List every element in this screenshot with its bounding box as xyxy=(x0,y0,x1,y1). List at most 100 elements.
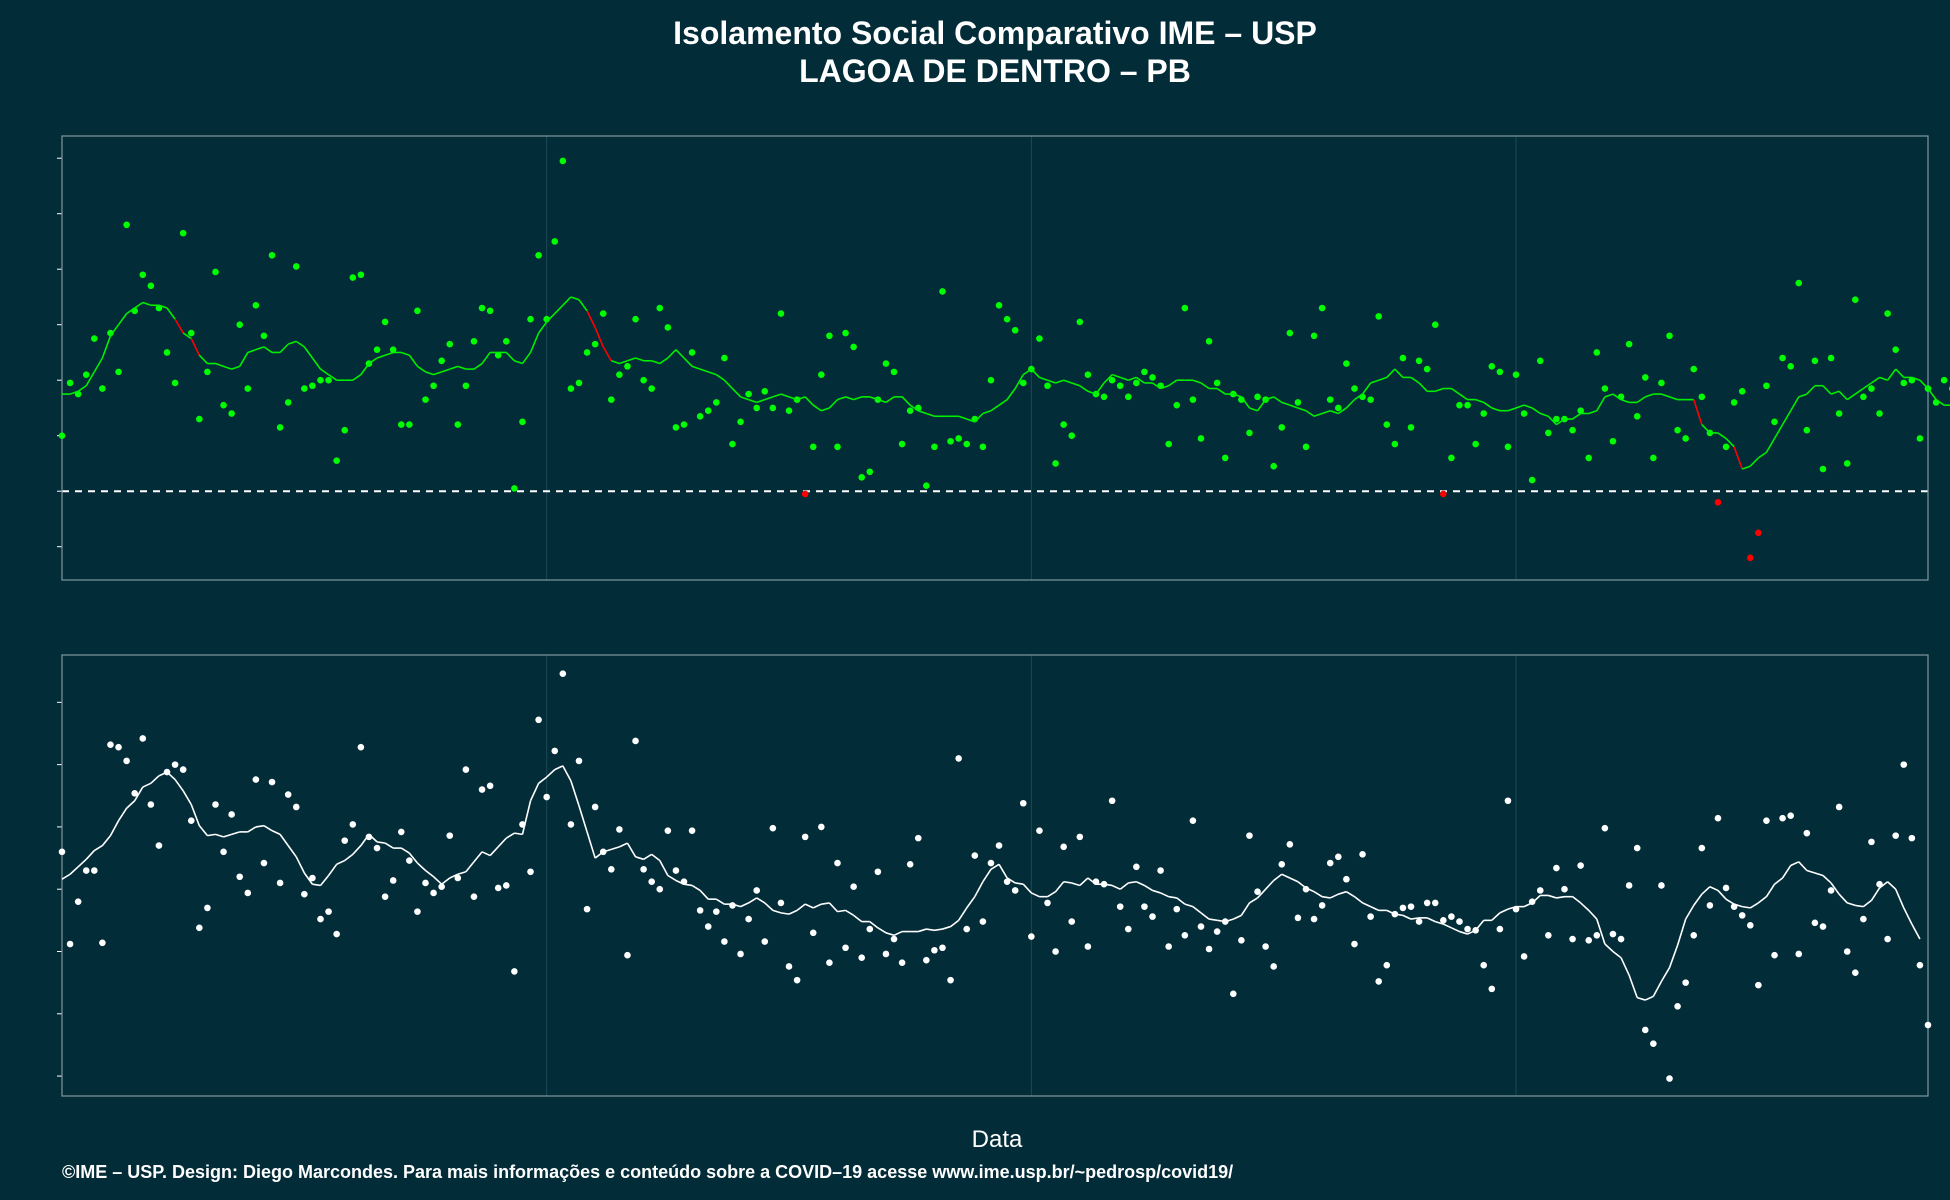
data-point xyxy=(1658,379,1665,387)
data-point xyxy=(850,343,857,351)
moving-average-segment xyxy=(473,851,483,863)
moving-average-segment xyxy=(1297,881,1307,889)
data-point xyxy=(834,859,841,867)
data-point xyxy=(397,421,405,428)
moving-average-segment xyxy=(1822,874,1832,884)
moving-average-segment xyxy=(401,351,410,356)
moving-average-segment xyxy=(1645,393,1654,398)
moving-average-segment xyxy=(449,365,459,370)
data-point xyxy=(228,410,235,417)
data-point xyxy=(1440,917,1447,924)
data-point xyxy=(842,329,849,337)
moving-average-segment xyxy=(1054,881,1065,893)
data-point xyxy=(923,956,930,964)
data-point xyxy=(1827,887,1835,894)
data-point xyxy=(1803,426,1811,434)
data-point xyxy=(244,385,252,392)
data-point xyxy=(1601,824,1609,832)
data-point xyxy=(1641,1026,1649,1034)
moving-average-segment xyxy=(1006,388,1016,401)
moving-average-segment xyxy=(239,352,249,367)
moving-average-segment xyxy=(780,912,790,915)
moving-average-segment xyxy=(1903,907,1913,925)
moving-average-segment xyxy=(1725,898,1735,905)
data-point xyxy=(1036,335,1043,342)
data-point xyxy=(890,935,898,943)
moving-average-segment xyxy=(1547,415,1557,426)
data-point xyxy=(1690,931,1698,939)
data-point xyxy=(187,329,195,337)
data-point xyxy=(236,873,244,881)
data-point xyxy=(753,404,761,412)
data-point xyxy=(349,821,357,828)
moving-average-segment xyxy=(142,301,152,307)
data-point xyxy=(1504,443,1512,451)
data-point xyxy=(1827,354,1835,362)
moving-average-segment xyxy=(198,825,209,837)
data-point xyxy=(1641,374,1649,381)
data-point xyxy=(1060,843,1067,851)
data-point xyxy=(511,968,518,975)
data-point xyxy=(470,893,478,900)
data-point xyxy=(1569,935,1576,943)
moving-average-segment xyxy=(77,858,87,868)
data-point xyxy=(397,828,405,836)
data-point xyxy=(1617,935,1625,943)
data-point xyxy=(1771,951,1778,959)
moving-average-segment xyxy=(1887,881,1897,890)
data-point xyxy=(882,360,890,367)
moving-average-segment xyxy=(845,396,854,401)
data-point xyxy=(1746,922,1754,929)
data-point xyxy=(826,332,833,340)
moving-average-segment xyxy=(740,396,749,401)
moving-average-segment xyxy=(1781,865,1792,879)
moving-average-segment xyxy=(1765,883,1776,898)
moving-average-segment xyxy=(174,779,184,792)
moving-average-segment xyxy=(101,835,112,847)
data-point xyxy=(1851,969,1859,976)
data-point xyxy=(252,776,260,783)
data-point xyxy=(147,801,155,808)
data-point xyxy=(801,490,809,498)
moving-average-segment xyxy=(796,903,806,912)
moving-average-segment xyxy=(1596,918,1606,945)
moving-average-segment xyxy=(707,371,717,376)
data-point xyxy=(292,263,300,270)
data-point xyxy=(1650,1040,1657,1047)
moving-average-segment xyxy=(1030,368,1041,378)
moving-average-segment xyxy=(723,379,734,390)
moving-average-segment xyxy=(853,396,862,401)
data-point xyxy=(349,274,357,281)
data-point xyxy=(66,940,74,948)
moving-average-segment xyxy=(126,800,136,809)
moving-average-segment xyxy=(1095,382,1105,395)
figure-subtitle: LAGOA DE DENTRO – PB xyxy=(799,53,1191,89)
data-point xyxy=(1884,310,1891,317)
data-point xyxy=(939,288,946,295)
data-point xyxy=(1811,357,1819,365)
data-point xyxy=(1254,393,1261,401)
data-point xyxy=(1795,950,1803,958)
moving-average-segment xyxy=(1216,387,1226,395)
data-point xyxy=(1811,919,1819,927)
data-point xyxy=(422,879,429,887)
moving-average-segment xyxy=(635,357,644,362)
moving-average-segment xyxy=(998,863,1008,879)
moving-average-segment xyxy=(1684,904,1695,920)
data-point xyxy=(1278,860,1286,868)
data-point xyxy=(333,930,340,938)
moving-average-segment xyxy=(1652,981,1663,997)
data-point xyxy=(1028,933,1035,940)
moving-average-segment xyxy=(514,360,523,365)
moving-average-segment xyxy=(400,847,410,854)
moving-average-segment xyxy=(263,346,273,354)
data-point xyxy=(446,832,454,839)
moving-average-segment xyxy=(1168,895,1177,899)
moving-average-segment xyxy=(788,396,798,401)
data-point xyxy=(341,837,349,844)
moving-average-segment xyxy=(1329,893,1339,899)
data-point xyxy=(1722,443,1730,451)
data-point xyxy=(1141,903,1148,910)
moving-average-segment xyxy=(449,873,459,879)
data-point xyxy=(1383,421,1391,428)
